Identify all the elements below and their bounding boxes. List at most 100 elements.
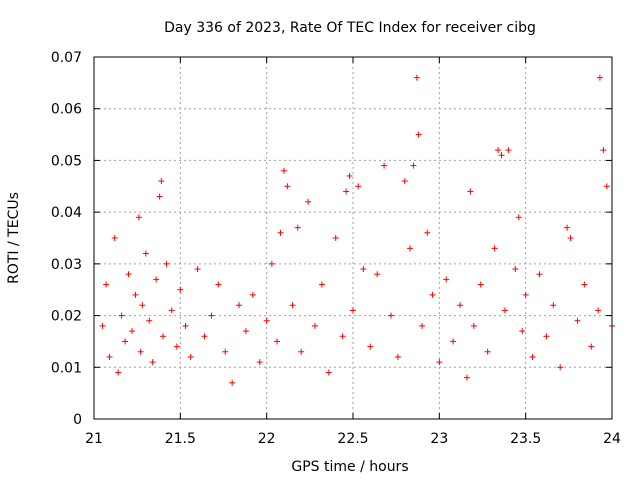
data-point — [596, 74, 603, 81]
data-point — [339, 333, 346, 340]
y-tick-label: 0.02 — [51, 309, 82, 325]
data-point — [318, 281, 325, 288]
data-point — [374, 271, 381, 278]
data-point — [289, 302, 296, 309]
data-point — [581, 281, 588, 288]
data-point — [274, 338, 281, 345]
data-point — [515, 214, 522, 221]
x-tick-label: 22.5 — [337, 431, 368, 447]
data-point — [187, 353, 194, 360]
data-point — [268, 260, 275, 267]
data-point — [477, 281, 484, 288]
data-point — [463, 374, 470, 381]
data-point — [595, 307, 602, 314]
data-point — [294, 224, 301, 231]
data-point — [522, 291, 529, 298]
data-point — [111, 235, 118, 241]
data-point — [137, 348, 144, 355]
data-point — [470, 322, 477, 329]
x-axis-label: GPS time / hours — [291, 459, 408, 475]
data-point — [142, 250, 149, 257]
data-point — [201, 333, 208, 340]
data-point — [501, 307, 508, 314]
data-point — [450, 338, 457, 345]
data-point — [277, 229, 284, 236]
data-point — [443, 276, 450, 283]
data-point — [588, 343, 595, 350]
x-tick-label: 21 — [85, 431, 103, 447]
data-point — [401, 178, 408, 185]
data-point — [156, 193, 163, 200]
data-point — [387, 312, 394, 319]
data-point — [298, 348, 305, 355]
data-point — [173, 343, 180, 350]
y-tick-label: 0.06 — [51, 102, 82, 118]
data-point — [355, 183, 362, 190]
data-point — [394, 353, 401, 360]
data-point — [367, 343, 374, 350]
data-point — [381, 162, 388, 169]
data-point — [429, 291, 436, 298]
chart-title: Day 336 of 2023, Rate Of TEC Index for r… — [164, 20, 536, 36]
data-point — [280, 167, 287, 174]
data-point — [419, 322, 426, 329]
x-tick-label: 21.5 — [165, 431, 196, 447]
data-point — [564, 224, 571, 231]
y-tick-label: 0.07 — [51, 50, 82, 66]
data-point — [215, 281, 222, 288]
y-axis-label: ROTI / TECUs — [6, 192, 22, 284]
data-point — [406, 245, 413, 252]
data-point — [122, 338, 129, 345]
axis-ticks: 21 21.5 22 22.5 23 23.5 24 0 0.01 0.02 0.03 0.04 0.0… — [51, 50, 621, 447]
plot-frame — [93, 56, 613, 420]
x-tick-label: 23.5 — [510, 431, 541, 447]
data-point — [139, 302, 146, 309]
data-point — [263, 317, 270, 324]
data-point — [415, 131, 422, 138]
data-point — [519, 328, 526, 335]
data-point — [529, 353, 536, 360]
grid — [94, 57, 612, 419]
data-point — [550, 302, 557, 309]
data-point — [484, 348, 491, 355]
y-tick-label: 0.03 — [51, 257, 82, 273]
data-point — [135, 214, 142, 221]
data-point — [125, 271, 132, 278]
data-point — [153, 276, 160, 283]
data-point — [413, 74, 420, 81]
data-point — [536, 271, 543, 278]
data-point — [106, 353, 113, 360]
data-point — [115, 369, 122, 376]
data-point — [168, 307, 175, 314]
data-point — [229, 379, 236, 386]
data-point — [350, 307, 356, 314]
x-tick-label: 24 — [603, 431, 621, 447]
data-point — [158, 178, 165, 185]
data-point — [236, 302, 243, 309]
y-tick-label: 0.04 — [51, 205, 82, 221]
data-point — [467, 188, 474, 195]
y-tick-label: 0.01 — [51, 360, 82, 376]
x-tick-label: 22 — [258, 431, 276, 447]
data-point — [163, 260, 170, 267]
data-point — [149, 359, 156, 366]
data-point — [457, 302, 464, 309]
data-point — [498, 152, 505, 159]
data-point — [346, 172, 353, 179]
data-point — [436, 359, 443, 366]
data-point — [305, 198, 312, 205]
data-point — [512, 266, 519, 273]
data-point — [600, 147, 607, 154]
data-point — [557, 364, 564, 371]
data-point — [284, 183, 291, 190]
data-point — [360, 266, 367, 273]
data-point — [208, 312, 215, 319]
data-point — [128, 328, 135, 335]
data-point — [495, 147, 502, 154]
y-tick-label: 0.05 — [51, 153, 82, 169]
data-point — [242, 328, 249, 335]
data-point — [256, 359, 263, 366]
data-point — [491, 245, 498, 252]
data-point — [132, 291, 139, 298]
data-point — [177, 286, 184, 293]
